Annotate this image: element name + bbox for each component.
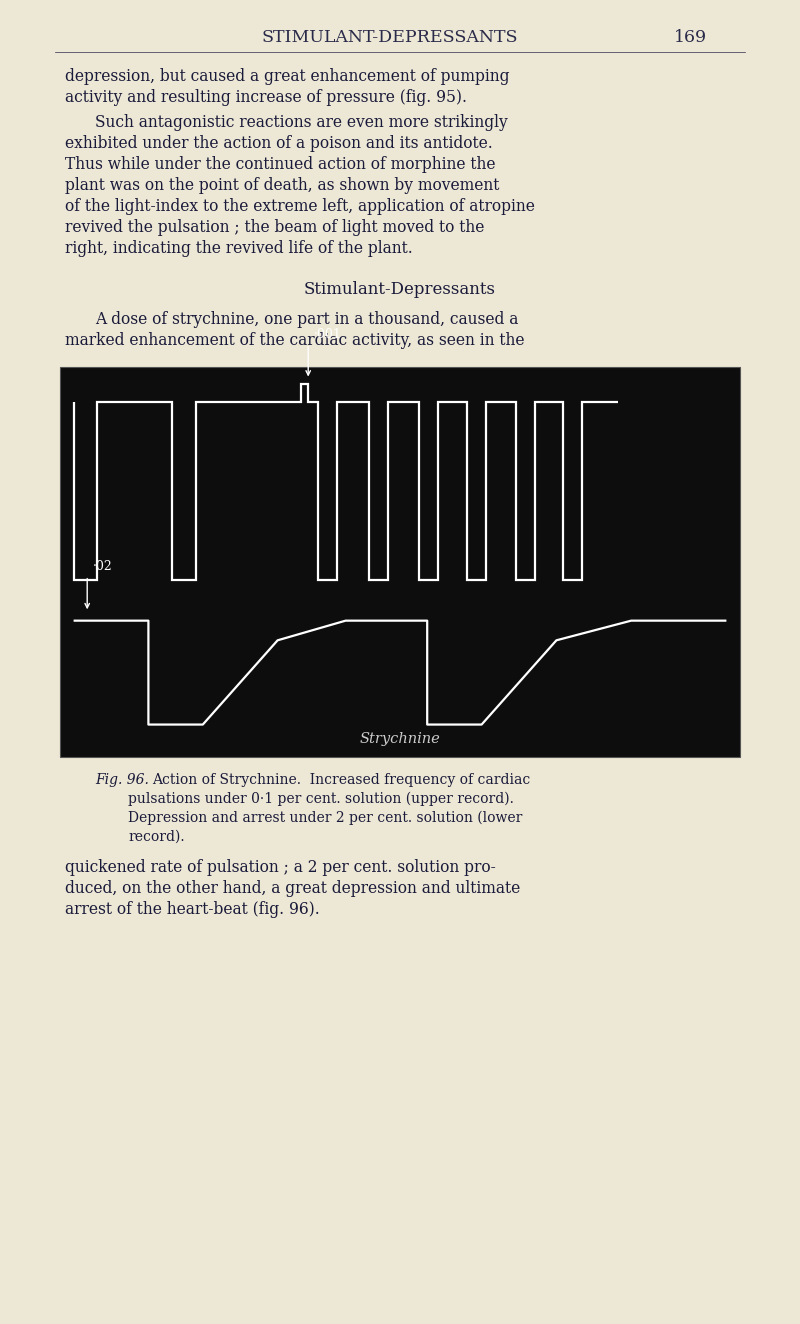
Text: A dose of strychnine, one part in a thousand, caused a: A dose of strychnine, one part in a thou… (95, 311, 518, 328)
Text: ·001: ·001 (314, 328, 342, 340)
Text: pulsations under 0·1 per cent. solution (upper record).: pulsations under 0·1 per cent. solution … (128, 792, 514, 806)
Text: revived the pulsation ; the beam of light moved to the: revived the pulsation ; the beam of ligh… (65, 218, 484, 236)
Bar (60, 367, 740, 757)
Text: Such antagonistic reactions are even more strikingly: Such antagonistic reactions are even mor… (95, 114, 508, 131)
Text: 169: 169 (674, 29, 706, 46)
Text: Stimulant-Depressants: Stimulant-Depressants (304, 281, 496, 298)
Text: marked enhancement of the cardiac activity, as seen in the: marked enhancement of the cardiac activi… (65, 332, 525, 350)
Text: Action of Strychnine.  Increased frequency of cardiac: Action of Strychnine. Increased frequenc… (152, 773, 530, 786)
Text: Fig. 96.: Fig. 96. (95, 773, 149, 786)
Text: Thus while under the continued action of morphine the: Thus while under the continued action of… (65, 156, 495, 173)
Text: record).: record). (128, 830, 185, 843)
Text: arrest of the heart-beat (fig. 96).: arrest of the heart-beat (fig. 96). (65, 902, 320, 918)
Text: duced, on the other hand, a great depression and ultimate: duced, on the other hand, a great depres… (65, 880, 520, 896)
Text: Strychnine: Strychnine (360, 732, 440, 745)
Text: quickened rate of pulsation ; a 2 per cent. solution pro-: quickened rate of pulsation ; a 2 per ce… (65, 859, 496, 876)
Text: Depression and arrest under 2 per cent. solution (lower: Depression and arrest under 2 per cent. … (128, 812, 522, 825)
Text: activity and resulting increase of pressure (fig. 95).: activity and resulting increase of press… (65, 89, 467, 106)
Text: ·02: ·02 (93, 560, 113, 573)
Text: exhibited under the action of a poison and its antidote.: exhibited under the action of a poison a… (65, 135, 493, 152)
Text: right, indicating the revived life of the plant.: right, indicating the revived life of th… (65, 240, 413, 257)
Text: of the light-index to the extreme left, application of atropine: of the light-index to the extreme left, … (65, 199, 535, 214)
Text: plant was on the point of death, as shown by movement: plant was on the point of death, as show… (65, 177, 499, 195)
Text: depression, but caused a great enhancement of pumping: depression, but caused a great enhanceme… (65, 68, 510, 85)
Text: STIMULANT-DEPRESSANTS: STIMULANT-DEPRESSANTS (262, 29, 518, 46)
